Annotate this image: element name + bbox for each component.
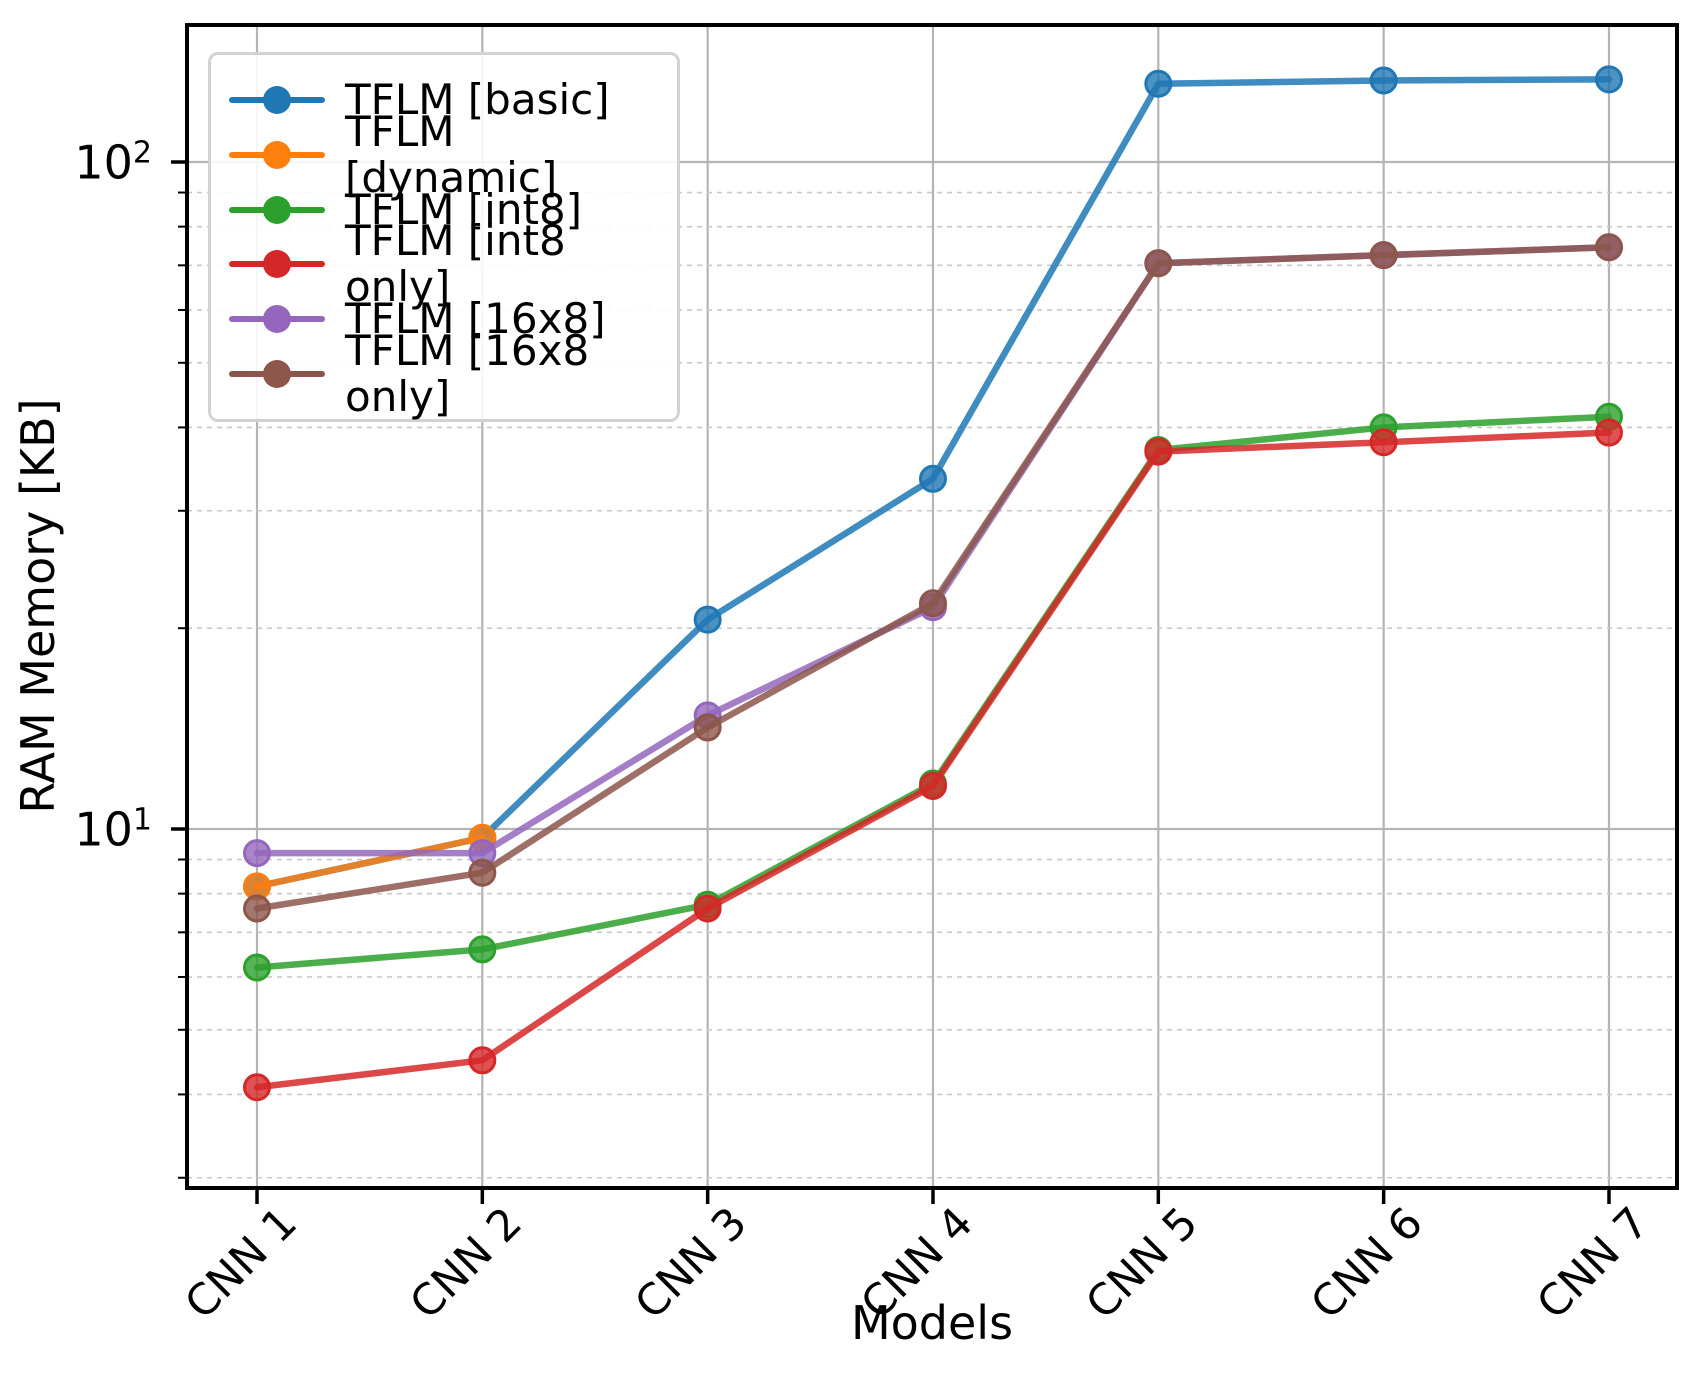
series-marker-tflm-16x8-0 [243,839,271,868]
series-marker-tflm-basic-2 [693,605,722,634]
legend-entry-tflm-dynamic: TFLM [dynamic] [229,108,653,200]
series-marker-tflm-16x8-only-6 [1594,233,1623,262]
series-marker-tflm-int8-only-5 [1369,428,1398,457]
series-marker-tflm-16x8-only-1 [468,858,497,887]
series-marker-tflm-basic-5 [1369,66,1398,95]
legend-entry-tflm-int8-only: TFLM [int8 only] [229,218,653,310]
series-marker-tflm-int8-only-0 [243,1073,271,1102]
series-marker-tflm-16x8-only-4 [1144,249,1173,278]
legend-entry-tflm-16x8: TFLM [16x8] [229,294,653,344]
series-marker-tflm-16x8-only-0 [243,894,271,923]
legend-line-marker-icon [229,140,325,169]
legend-entry-tflm-basic: TFLM [basic] [229,75,653,125]
legend-label: TFLM [dynamic] [345,106,558,202]
legend-label: TFLM [16x8] [345,294,606,344]
series-marker-tflm-basic-4 [1144,69,1173,98]
series-marker-tflm-16x8-only-2 [693,713,722,742]
y-tick-exponent: 1 [132,802,152,838]
legend-entry-tflm-16x8-only: TFLM [16x8 only] [229,327,653,419]
legend-line-marker-icon [229,195,325,224]
series-marker-tflm-16x8-only-3 [918,589,947,618]
series-marker-tflm-int8-only-1 [468,1046,497,1075]
legend-entry-tflm-int8: TFLM [int8] [229,185,653,235]
series-marker-tflm-int8-only-6 [1594,418,1623,447]
legend-line-marker-icon [229,359,325,388]
legend-line-marker-icon [229,250,325,279]
legend-label: TFLM [int8] [345,184,583,234]
legend-label: TFLM [int8 only] [345,216,566,312]
y-tick-base: 10 [74,802,133,857]
legend-label: TFLM [16x8 only] [345,325,590,421]
legend-line-marker-icon [229,86,325,114]
y-tick-base: 10 [74,135,133,190]
series-marker-tflm-int8-1 [468,935,497,964]
legend: TFLM [basic] TFLM [dynamic] TFLM [int8] … [208,52,680,422]
series-marker-tflm-int8-only-3 [918,772,947,801]
legend-line-marker-icon [229,305,325,334]
series-line-tflm-dynamic [253,834,486,890]
series-marker-tflm-int8-only-2 [693,894,722,923]
series-marker-tflm-basic-6 [1594,65,1623,94]
x-axis-title: Models [850,1296,1014,1350]
y-tick-exponent: 2 [132,135,152,171]
y-tick-label-10: 101 [52,802,152,853]
series-marker-tflm-int8-only-4 [1144,437,1173,466]
series-marker-tflm-int8-0 [243,953,271,982]
legend-label: TFLM [basic] [345,75,610,124]
y-axis-title: RAM Memory [KB] [11,398,65,814]
series-marker-tflm-basic-3 [918,464,947,493]
y-tick-label-100: 102 [52,135,152,186]
series-marker-tflm-16x8-only-5 [1369,241,1398,270]
